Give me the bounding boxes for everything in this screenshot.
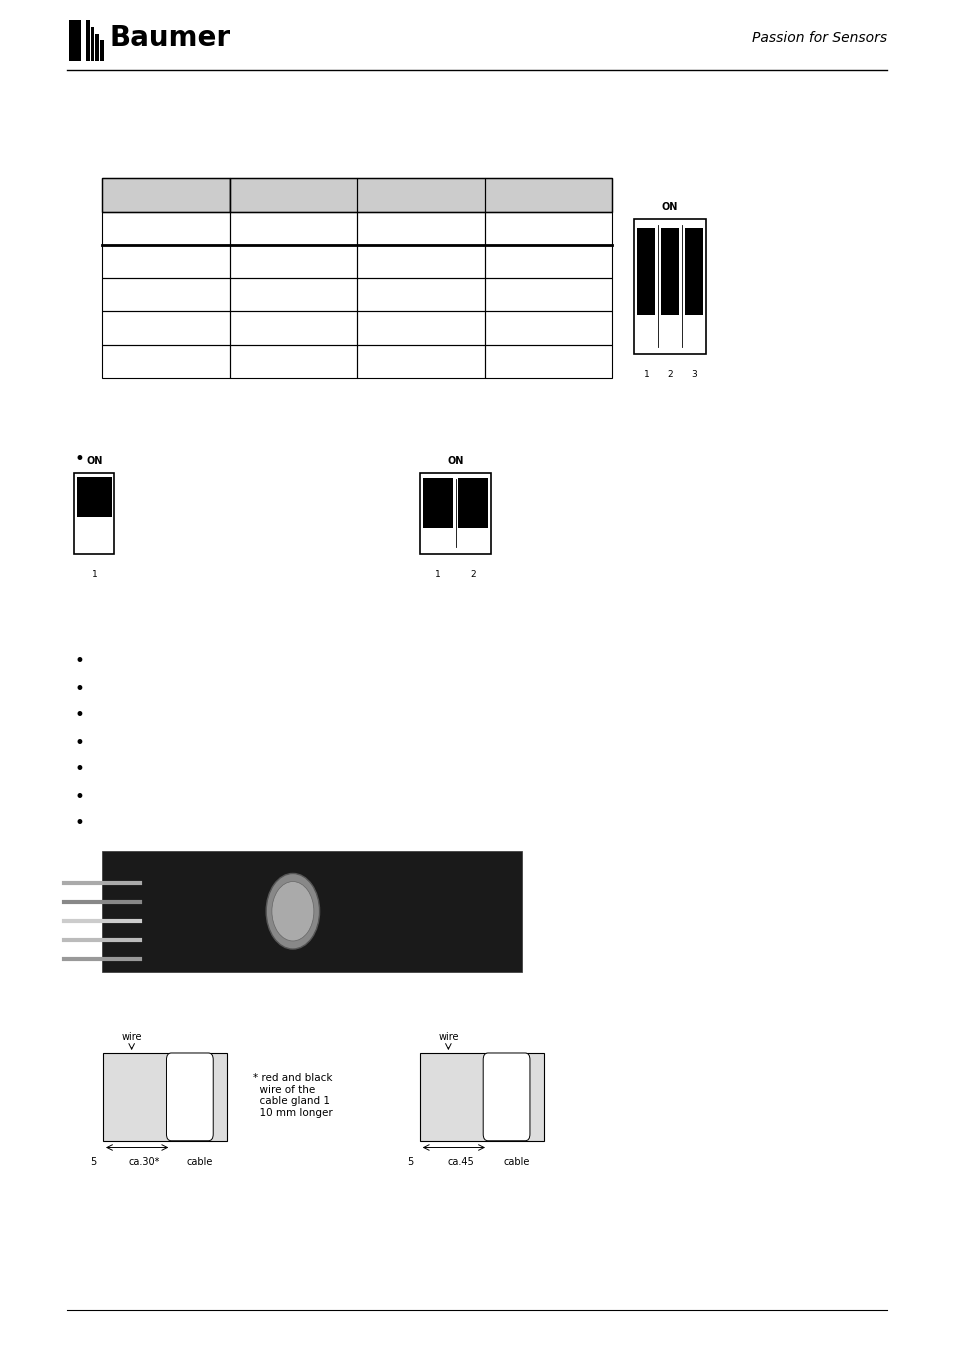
Circle shape xyxy=(272,882,314,941)
Text: ca.30*: ca.30* xyxy=(128,1157,159,1166)
Bar xyxy=(230,278,357,312)
Bar xyxy=(74,472,114,554)
Bar xyxy=(230,178,612,212)
Bar xyxy=(102,344,230,378)
Text: 5: 5 xyxy=(91,1157,96,1166)
Text: •: • xyxy=(74,787,84,806)
Text: ON: ON xyxy=(447,456,463,466)
Text: cable: cable xyxy=(503,1157,529,1166)
Bar xyxy=(484,312,612,344)
Bar xyxy=(102,278,230,312)
Bar xyxy=(230,244,357,278)
Bar xyxy=(102,178,230,212)
Bar xyxy=(484,344,612,378)
Bar xyxy=(356,312,484,344)
Text: Passion for Sensors: Passion for Sensors xyxy=(751,31,886,45)
Bar xyxy=(421,477,454,549)
Bar xyxy=(230,178,357,212)
Text: 1: 1 xyxy=(642,370,649,379)
Text: wire: wire xyxy=(437,1033,458,1042)
Bar xyxy=(95,34,99,61)
Bar xyxy=(102,212,230,244)
Bar xyxy=(356,212,484,244)
Bar xyxy=(637,228,655,316)
Text: •: • xyxy=(74,706,84,725)
Bar xyxy=(484,278,612,312)
Text: 1: 1 xyxy=(435,570,440,579)
Text: ON: ON xyxy=(661,202,678,212)
Bar xyxy=(456,477,489,549)
Bar xyxy=(102,850,521,972)
Bar xyxy=(422,478,453,531)
Bar xyxy=(484,244,612,278)
Text: •: • xyxy=(74,814,84,833)
Bar xyxy=(422,528,453,548)
Text: 1: 1 xyxy=(91,570,97,579)
Circle shape xyxy=(266,873,319,949)
Bar xyxy=(356,244,484,278)
Text: 2: 2 xyxy=(470,570,476,579)
Bar xyxy=(230,212,357,244)
FancyBboxPatch shape xyxy=(483,1053,530,1141)
Text: Baumer: Baumer xyxy=(110,24,231,51)
Text: * red and black
  wire of the
  cable gland 1
  10 mm longer: * red and black wire of the cable gland … xyxy=(253,1073,333,1118)
Bar xyxy=(102,312,230,344)
Bar xyxy=(637,315,655,348)
Text: 3: 3 xyxy=(690,370,697,379)
Bar xyxy=(86,20,90,61)
Bar xyxy=(684,228,702,316)
Text: ON: ON xyxy=(86,456,103,466)
Bar xyxy=(356,178,484,212)
Bar xyxy=(419,472,491,554)
Bar xyxy=(457,528,488,548)
Text: •: • xyxy=(74,450,84,468)
Bar xyxy=(419,1053,543,1141)
Bar xyxy=(684,315,702,348)
Text: wire: wire xyxy=(121,1033,142,1042)
Text: cable: cable xyxy=(187,1157,213,1166)
Text: •: • xyxy=(74,679,84,698)
Bar xyxy=(102,244,230,278)
Bar xyxy=(660,315,679,348)
Bar xyxy=(683,223,703,350)
Bar xyxy=(356,278,484,312)
Bar xyxy=(484,212,612,244)
Bar xyxy=(76,477,112,549)
Bar xyxy=(103,1053,227,1141)
Bar xyxy=(659,223,679,350)
Bar xyxy=(660,228,679,316)
Bar xyxy=(457,478,488,531)
Text: 2: 2 xyxy=(667,370,672,379)
Bar xyxy=(636,223,656,350)
Bar xyxy=(102,178,230,212)
Text: ca.45: ca.45 xyxy=(447,1157,474,1166)
Text: •: • xyxy=(74,733,84,752)
Bar xyxy=(484,178,612,212)
Bar xyxy=(77,477,112,517)
Text: •: • xyxy=(74,760,84,779)
Bar xyxy=(69,20,81,61)
Bar xyxy=(100,40,104,61)
Bar xyxy=(356,344,484,378)
Bar xyxy=(230,312,357,344)
Bar xyxy=(91,27,94,61)
Text: •: • xyxy=(74,652,84,671)
Text: 5: 5 xyxy=(407,1157,413,1166)
Bar xyxy=(77,518,112,549)
Bar xyxy=(230,344,357,378)
FancyBboxPatch shape xyxy=(166,1053,213,1141)
Bar xyxy=(634,219,705,354)
